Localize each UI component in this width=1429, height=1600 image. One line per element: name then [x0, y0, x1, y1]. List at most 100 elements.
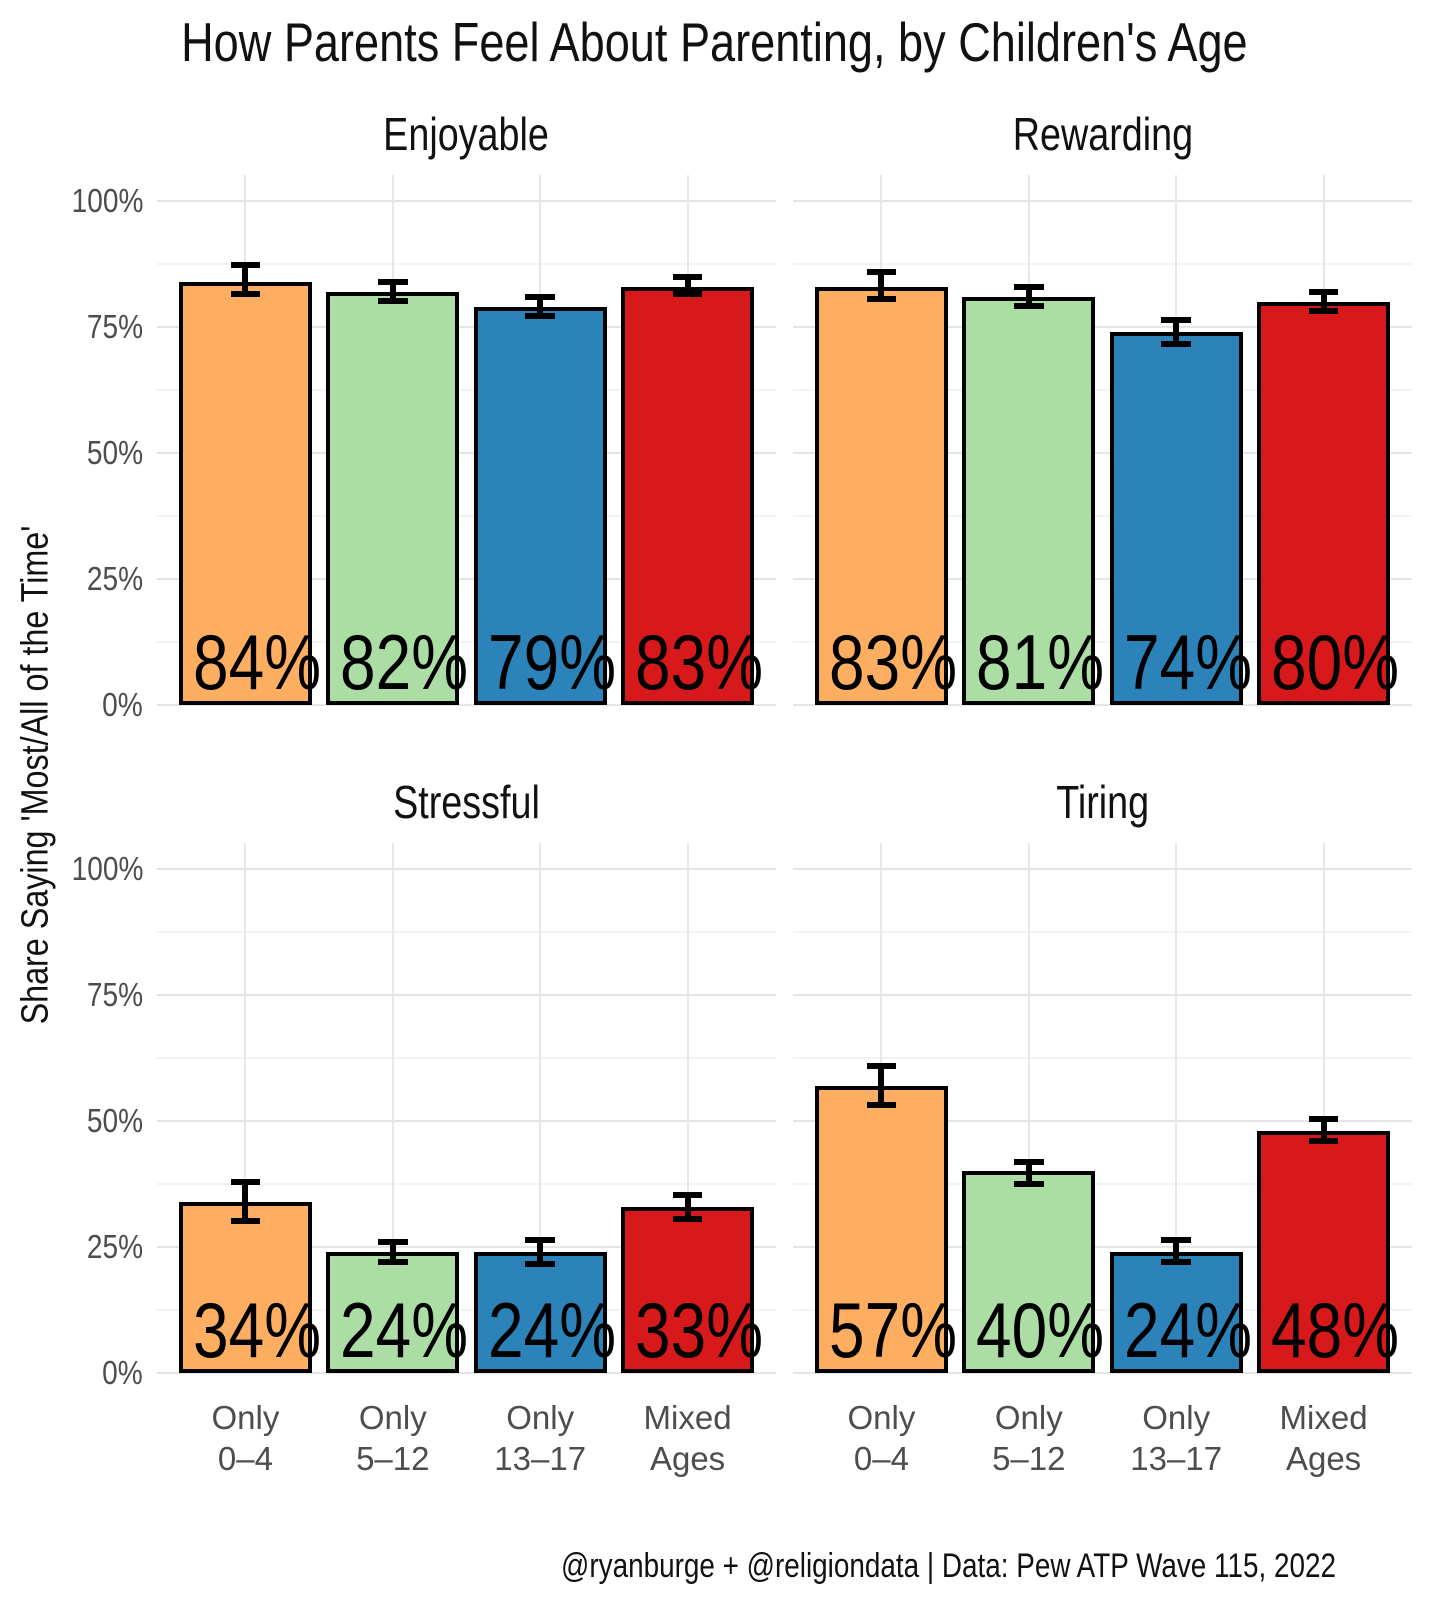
bar	[962, 1171, 1096, 1373]
bar-value-text: 34%	[193, 1286, 322, 1374]
bar-value-label: 79%	[474, 623, 616, 701]
x-category-label: Only 5–12	[992, 1399, 1066, 1478]
panel: 83% 81% 74% 80%	[793, 175, 1412, 706]
bar-value-label: 57%	[815, 1291, 957, 1369]
x-category-label: Only 13–17	[1130, 1399, 1223, 1478]
bar-value-text: 48%	[1271, 1286, 1400, 1374]
error-bar	[1308, 1115, 1339, 1144]
bar-value-label: 24%	[326, 1291, 469, 1369]
bar-value-text: 80%	[1271, 618, 1400, 706]
h-gridline-major	[793, 1372, 1412, 1374]
y-tick-text: 25%	[86, 560, 143, 597]
facet-title: Rewarding	[793, 107, 1412, 161]
caption-text: @ryanburge + @religiondata | Data: Pew A…	[560, 1547, 1336, 1585]
error-bar-line	[684, 280, 691, 291]
panel: 34% 24% 24% 33%	[157, 843, 776, 1374]
error-bar	[1161, 1236, 1191, 1265]
bar	[815, 286, 948, 705]
v-gridline	[686, 843, 689, 1373]
error-bar	[1161, 316, 1191, 348]
error-bar	[866, 269, 897, 302]
y-tick-text: 0%	[102, 1354, 143, 1391]
error-bar	[378, 1239, 408, 1265]
panel: 57% 40% 24% 48%	[793, 843, 1412, 1374]
x-category-label: Only 0–4	[211, 1399, 280, 1478]
bar-value-text: 24%	[340, 1286, 469, 1374]
h-gridline-minor	[157, 1309, 776, 1311]
h-gridline-major	[157, 1120, 776, 1122]
y-tick-label: 25%	[0, 560, 143, 598]
error-bar	[525, 294, 555, 320]
bar	[326, 291, 460, 705]
y-tick-text: 50%	[86, 1102, 143, 1139]
error-bar	[1014, 284, 1044, 310]
bar	[179, 1201, 312, 1373]
y-axis-title: Share Saying 'Most/All of the Time'	[14, 525, 57, 1025]
error-bar-line	[1173, 322, 1180, 342]
bar-value-label: 48%	[1257, 1291, 1399, 1369]
bar-value-text: 81%	[976, 618, 1105, 706]
bar-value-text: 83%	[829, 618, 958, 706]
v-gridline	[539, 843, 542, 1373]
h-gridline-minor	[793, 515, 1412, 517]
h-gridline-minor	[157, 931, 776, 933]
error-bar-line	[1320, 295, 1327, 309]
error-bar-line	[537, 300, 544, 314]
error-bar-line	[878, 275, 885, 296]
y-tick-label: 50%	[0, 434, 143, 472]
h-gridline-minor	[157, 1057, 776, 1059]
bar-value-label: 83%	[815, 623, 957, 701]
bar	[1109, 1252, 1243, 1373]
bar-value-text: 74%	[1123, 618, 1252, 706]
bar-value-label: 80%	[1257, 623, 1399, 701]
bar-value-text: 57%	[829, 1286, 958, 1374]
error-bar	[525, 1236, 555, 1268]
bar	[621, 286, 754, 705]
h-gridline-major	[157, 994, 776, 996]
x-category-label: Mixed Ages	[1279, 1399, 1368, 1478]
y-tick-label: 0%	[0, 1354, 143, 1392]
error-bar	[230, 1178, 261, 1225]
bar-value-label: 24%	[1110, 1291, 1252, 1369]
error-bar	[378, 279, 408, 305]
y-tick-text: 0%	[102, 686, 143, 723]
error-bar	[672, 1191, 703, 1222]
h-gridline-major	[157, 452, 776, 454]
y-tick-text: 25%	[86, 1228, 143, 1265]
h-gridline-minor	[793, 389, 1412, 391]
x-category-label: Only 5–12	[356, 1399, 430, 1478]
h-gridline-major	[793, 452, 1412, 454]
x-category-label: Only 0–4	[847, 1399, 916, 1478]
facet-title: Tiring	[793, 775, 1412, 829]
bar-value-text: 40%	[976, 1286, 1105, 1374]
y-tick-label: 100%	[0, 182, 143, 220]
h-gridline-minor	[793, 263, 1412, 265]
bar-value-text: 83%	[635, 618, 764, 706]
h-gridline-major	[793, 1120, 1412, 1122]
error-bar	[1308, 289, 1339, 315]
facet-title-text: Rewarding	[1012, 108, 1193, 160]
h-gridline-major	[793, 994, 1412, 996]
chart-title: How Parents Feel About Parenting, by Chi…	[0, 10, 1429, 74]
bar-value-label: 81%	[962, 623, 1105, 701]
y-tick-text: 75%	[86, 976, 143, 1013]
error-bar	[1014, 1158, 1044, 1187]
y-tick-text: 50%	[86, 434, 143, 471]
error-bar-line	[684, 1197, 691, 1216]
x-category-label: Only 13–17	[494, 1399, 587, 1478]
error-bar-line	[1173, 1242, 1180, 1259]
error-bar	[230, 261, 261, 297]
h-gridline-minor	[793, 1183, 1412, 1185]
v-gridline	[1027, 843, 1030, 1373]
error-bar-line	[1025, 290, 1032, 304]
bar-value-label: 82%	[326, 623, 469, 701]
bar-value-text: 24%	[487, 1286, 616, 1374]
bar-value-label: 84%	[179, 623, 321, 701]
y-tick-label: 100%	[0, 850, 143, 888]
facet-title: Stressful	[157, 775, 776, 829]
error-bar	[672, 274, 703, 297]
h-gridline-major	[793, 1246, 1412, 1248]
bar-value-label: 34%	[179, 1291, 321, 1369]
bar	[473, 306, 607, 705]
h-gridline-minor	[793, 931, 1412, 933]
